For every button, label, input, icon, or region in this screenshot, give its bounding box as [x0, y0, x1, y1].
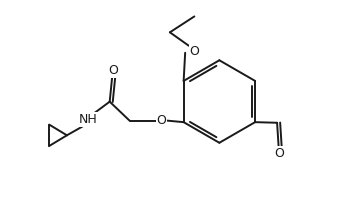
Text: O: O [108, 64, 118, 77]
Text: NH: NH [78, 113, 97, 126]
Text: O: O [190, 45, 199, 58]
Text: O: O [157, 114, 166, 127]
Text: O: O [274, 147, 284, 160]
